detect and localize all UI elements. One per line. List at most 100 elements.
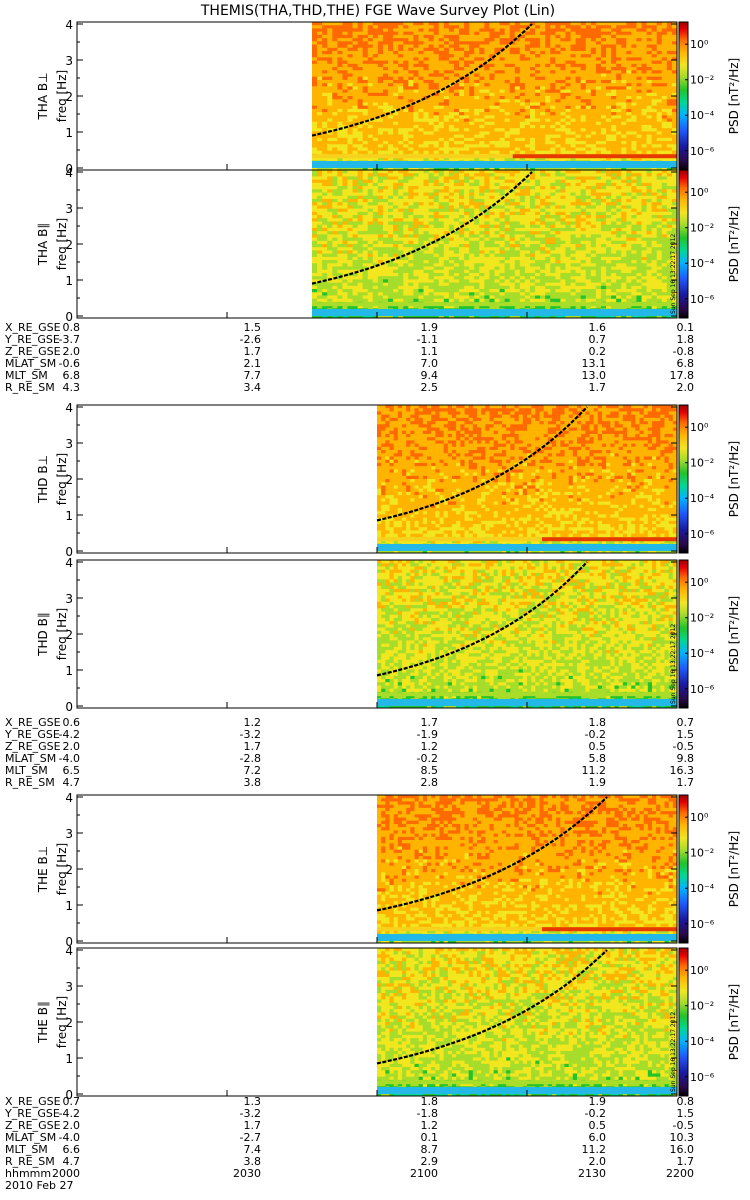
y-tick-label: 4 [65,18,73,32]
y-tick-label: 4 [65,401,73,415]
low-frequency-band [377,1080,677,1084]
y-tick-label: 4 [65,166,73,180]
strong-wave-band [542,927,677,931]
colorbar-label: PSD [nT²/Hz] [727,206,741,282]
colorbar-label: PSD [nT²/Hz] [727,831,741,907]
panel-label: THA B⊥ [36,72,50,120]
panel-label: THA B∥ [36,223,50,267]
panel-label: THE B⊥ [36,846,50,893]
colorbar-label: PSD [nT²/Hz] [727,596,741,672]
ephemeris-label: R_RE_SM [5,776,55,789]
timestamp-stamp: Sun Sep 16 13:22:17 2012 [670,1012,677,1092]
colorbar-tick: 10⁻² [690,612,714,625]
y-tick-label: 3 [65,592,73,606]
y-axis-label: freq [Hz] [55,608,69,660]
y-tick-label: 1 [65,899,73,913]
y-tick-label: 1 [65,1052,73,1066]
ephemeris-table-tha: X_RE_GSE 0.8 1.5 1.9 1.6 0.1Y_RE_GSE-3.7 -2.6-… [4,321,694,394]
low-frequency-band [312,309,677,316]
colorbar-tick: 10⁰ [690,811,709,824]
ephemeris-value: 4.7 [63,776,81,789]
x-tick-label: 2130 [578,1167,606,1180]
y-tick-label: 1 [65,509,73,523]
panel-label: THD B∥ [36,612,50,657]
ephemeris-value: 3.8 [244,776,262,789]
y-axis-label: freq [Hz] [55,843,69,895]
colorbar-tick: 10⁻⁶ [690,528,715,541]
spectrogram-cells [377,795,677,943]
date-label: 2010 Feb 27 [5,1179,73,1192]
y-tick-label: 4 [65,556,73,570]
colorbar-label: PSD [nT²/Hz] [727,441,741,517]
spectrogram-cells [312,170,677,318]
ephemeris-value: 2.0 [677,381,695,394]
ephemeris-value: 2.5 [421,381,439,394]
low-frequency-band [377,692,677,696]
ephemeris-label: R_RE_SM [5,381,55,394]
colorbar-tick: 10⁻² [690,1000,714,1013]
colorbar-label: PSD [nT²/Hz] [727,58,741,134]
y-tick-label: 1 [65,274,73,288]
y-tick-label: 4 [65,791,73,805]
ephemeris-table-the: X_RE_GSE 0.7 1.3 1.8 1.9 0.8Y_RE_GSE-4.2 -3.2-… [4,1095,694,1168]
y-tick-label: 4 [65,944,73,958]
spectrogram-cells [377,405,677,553]
colorbar: 10⁰ 10⁻² 10⁻⁴ 10⁻⁶ PSD [nT²/Hz] Sun Sep 16 13… [670,948,741,1096]
spectrogram-cells [377,948,677,1096]
y-tick-label: 3 [65,202,73,216]
colorbar-tick: 10⁻⁶ [690,1071,715,1084]
strong-wave-band [513,154,677,158]
y-tick-label: 3 [65,54,73,68]
ephemeris-value: 2.8 [421,776,439,789]
colorbar-tick: 10⁻⁶ [690,145,715,158]
y-axis-label: freq [Hz] [55,70,69,122]
colorbar-tick: 10⁰ [690,964,709,977]
colorbar-tick: 10⁻⁴ [690,257,715,270]
spectrogram-cells [377,560,677,708]
y-tick-label: 3 [65,827,73,841]
panel-label: THE B∥ [36,1001,50,1044]
ephemeris-table-thd: X_RE_GSE 0.6 1.2 1.7 1.8 0.7Y_RE_GSE-4.2 -3.2-… [4,716,694,789]
y-tick-label: 3 [65,980,73,994]
y-axis-label: freq [Hz] [55,453,69,505]
colorbar-tick: 10⁻⁴ [690,492,715,505]
colorbar-tick: 10⁻⁴ [690,1035,715,1048]
colorbar-tick: 10⁻⁶ [690,293,715,306]
y-axis-label: freq [Hz] [55,996,69,1048]
colorbar-tick: 10⁻² [690,222,714,235]
colorbar-label: PSD [nT²/Hz] [727,984,741,1060]
timestamp-stamp: Sun Sep 16 13:22:17 2012 [670,624,677,704]
ephemeris-value: 3.4 [244,381,262,394]
spectrogram-cells [312,22,677,170]
ephemeris-value: 1.9 [589,776,607,789]
colorbar-tick: 10⁻² [690,847,714,860]
colorbar-tick: 10⁰ [690,576,709,589]
colorbar-tick: 10⁰ [690,421,709,434]
colorbar-tick: 10⁻⁴ [690,647,715,660]
ephemeris-value: 1.7 [589,381,607,394]
timestamp-stamp: Sun Sep 16 13:22:17 2012 [670,234,677,314]
colorbar-tick: 10⁻⁴ [690,109,715,122]
x-tick-label: 2030 [233,1167,261,1180]
colorbar-tick: 10⁰ [690,186,709,199]
panel-label: THD B⊥ [36,455,50,504]
colorbar: 10⁰ 10⁻² 10⁻⁴ 10⁻⁶ PSD [nT²/Hz] Sun Sep 16 13… [670,170,741,318]
ephemeris-value: 1.7 [677,776,695,789]
y-tick-label: 3 [65,437,73,451]
y-tick-label: 1 [65,126,73,140]
y-tick-label: 0 [65,700,73,714]
strong-wave-band [542,537,677,541]
colorbar-tick: 10⁻⁶ [690,683,715,696]
colorbar-tick: 10⁰ [690,38,709,51]
